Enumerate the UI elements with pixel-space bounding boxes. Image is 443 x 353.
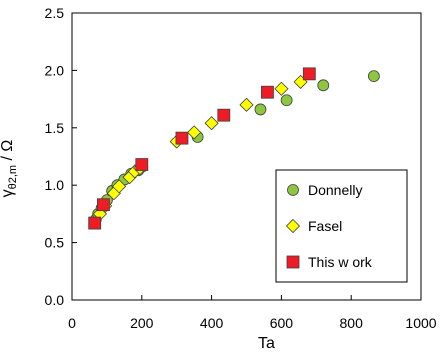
series-2 bbox=[88, 67, 316, 230]
legend-marker bbox=[285, 218, 301, 234]
data-point bbox=[367, 70, 380, 83]
legend: Donnelly Fasel This w ork bbox=[275, 169, 408, 283]
data-point bbox=[280, 94, 293, 107]
x-tick-label: 800 bbox=[340, 315, 364, 331]
legend-label: Fasel bbox=[308, 218, 342, 234]
y-tick-label: 1.0 bbox=[45, 177, 65, 193]
legend-marker bbox=[286, 255, 300, 269]
y-axis-label: γθ2,m / Ω bbox=[0, 140, 19, 198]
data-point bbox=[112, 179, 127, 194]
data-point bbox=[302, 67, 316, 81]
data-point bbox=[217, 108, 231, 122]
data-point bbox=[254, 103, 267, 116]
data-point bbox=[187, 125, 202, 140]
x-axis-label: Ta bbox=[258, 335, 275, 352]
x-tick-label: 200 bbox=[130, 315, 154, 331]
data-points bbox=[88, 67, 380, 230]
y-tick-label: 0.0 bbox=[45, 292, 65, 308]
y-tick-label: 0.5 bbox=[45, 235, 65, 251]
plot-frame bbox=[71, 12, 422, 301]
x-tick-label: 1000 bbox=[405, 315, 436, 331]
data-point bbox=[175, 131, 189, 145]
x-tick-label: 400 bbox=[200, 315, 224, 331]
series-1 bbox=[92, 74, 308, 221]
data-point bbox=[97, 198, 110, 212]
axes bbox=[71, 12, 422, 301]
legend-label: This w ork bbox=[308, 254, 373, 270]
data-point bbox=[88, 216, 102, 230]
x-tick-label: 600 bbox=[270, 315, 294, 331]
legend-label: Donnelly bbox=[308, 182, 362, 198]
data-point bbox=[135, 158, 149, 171]
ticks: 0 200 400 600 800 1000 0.0 0.5 1.0 1.5 2.0 2.5 bbox=[45, 5, 437, 331]
x-tick-label: 0 bbox=[68, 315, 76, 331]
y-tick-label: 2.5 bbox=[45, 5, 65, 21]
data-point bbox=[274, 81, 289, 96]
data-point bbox=[317, 79, 330, 92]
data-point bbox=[204, 116, 219, 131]
legend-marker bbox=[287, 184, 299, 196]
y-tick-label: 2.0 bbox=[45, 62, 65, 78]
data-point bbox=[239, 97, 254, 112]
y-tick-label: 1.5 bbox=[45, 120, 65, 136]
data-point bbox=[261, 85, 274, 99]
